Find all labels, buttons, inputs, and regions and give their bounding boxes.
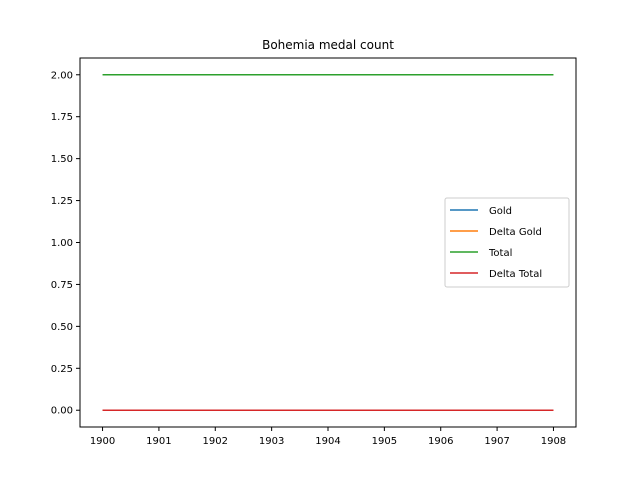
x-axis: 1900 1901 1902 1903 1904 1905 1906 1907 1908	[90, 427, 566, 447]
y-tick-label: 0.50	[51, 322, 73, 333]
y-tick-label: 2.00	[51, 70, 73, 81]
x-tick-label: 1900	[90, 436, 115, 447]
legend-label-3: Delta Total	[489, 269, 542, 280]
legend: Gold Delta Gold Total Delta Total	[444, 197, 570, 288]
plot-area: 1900 1901 1902 1903 1904 1905 1906 1907 1908 0.0…	[51, 57, 577, 447]
legend-label-1: Delta Gold	[489, 227, 542, 238]
y-tick-label: 1.50	[51, 154, 73, 165]
legend-label-0: Gold	[489, 206, 512, 217]
y-tick-label: 0.75	[51, 280, 73, 291]
chart-title: Bohemia medal count	[262, 38, 394, 52]
x-tick-label: 1903	[259, 436, 284, 447]
y-tick-label: 1.00	[51, 238, 73, 249]
x-tick-label: 1905	[372, 436, 397, 447]
series-layer	[102, 74, 554, 411]
y-tick-label: 0.25	[51, 364, 73, 375]
x-tick-label: 1901	[146, 436, 171, 447]
x-tick-label: 1906	[428, 436, 453, 447]
y-tick-label: 1.25	[51, 196, 73, 207]
x-tick-label: 1908	[541, 436, 566, 447]
legend-label-2: Total	[488, 248, 512, 259]
x-tick-label: 1902	[203, 436, 228, 447]
y-tick-label: 0.00	[51, 406, 73, 417]
y-axis: 0.00 0.25 0.50 0.75 1.00 1.25 1.50 1.75 2.00	[51, 70, 80, 417]
legend-box	[444, 197, 570, 288]
x-tick-label: 1907	[484, 436, 509, 447]
y-tick-label: 1.75	[51, 112, 73, 123]
x-tick-label: 1904	[315, 436, 340, 447]
